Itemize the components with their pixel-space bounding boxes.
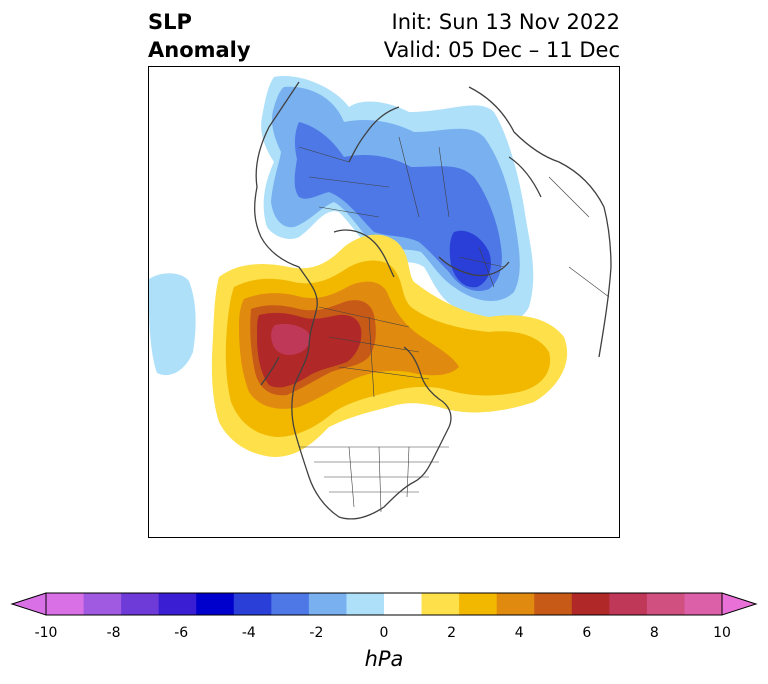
negative-anomaly-6hpa bbox=[449, 230, 491, 288]
colorbar-segment bbox=[308, 593, 347, 615]
colorbar-tick-label: 8 bbox=[649, 625, 659, 641]
colorbar-segment bbox=[384, 593, 423, 615]
colorbar-segment bbox=[271, 593, 310, 615]
colorbar-outline bbox=[45, 592, 723, 616]
colorbar-segment bbox=[534, 593, 573, 615]
colorbar-tick-label: 10 bbox=[713, 625, 731, 641]
colorbar-tick-label: -10 bbox=[34, 625, 58, 641]
colorbar-segment bbox=[158, 593, 197, 615]
valid-period: Valid: 05 Dec – 11 Dec bbox=[383, 38, 620, 62]
colorbar-segments bbox=[46, 593, 723, 615]
colorbar-segment bbox=[646, 593, 685, 615]
colorbar-units: hPa bbox=[364, 647, 404, 671]
colorbar-segment bbox=[459, 593, 498, 615]
colorbar-segment bbox=[346, 593, 385, 615]
slp-anomaly-map bbox=[149, 76, 612, 520]
colorbar-segment bbox=[609, 593, 648, 615]
colorbar-tick-label: -2 bbox=[309, 625, 324, 641]
colorbar-segment bbox=[196, 593, 235, 615]
negative-anomaly-west bbox=[149, 273, 196, 376]
colorbar-tick-label: 2 bbox=[447, 625, 457, 641]
colorbar-segment bbox=[421, 593, 460, 615]
colorbar-extend-max bbox=[721, 592, 758, 616]
colorbar-tick-label: -8 bbox=[106, 625, 121, 641]
colorbar-segment bbox=[496, 593, 535, 615]
title-line-1: SLP bbox=[148, 10, 192, 34]
colorbar-tick-label: -4 bbox=[241, 625, 256, 641]
colorbar-segment bbox=[121, 593, 160, 615]
colorbar-segment bbox=[571, 593, 610, 615]
colorbar-segment bbox=[46, 593, 85, 615]
colorbar bbox=[10, 592, 758, 616]
map-panel bbox=[148, 66, 620, 538]
colorbar-tick-label: 6 bbox=[582, 625, 592, 641]
chart-title: SLP Anomaly bbox=[148, 8, 251, 64]
init-time: Init: Sun 13 Nov 2022 bbox=[391, 10, 620, 34]
colorbar-segment bbox=[233, 593, 272, 615]
coastlines bbox=[254, 81, 612, 520]
colorbar-extend-min bbox=[10, 592, 47, 616]
run-info: Init: Sun 13 Nov 2022 Valid: 05 Dec – 11… bbox=[384, 8, 620, 64]
colorbar-tick-label: 0 bbox=[379, 625, 389, 641]
colorbar-segment bbox=[83, 593, 122, 615]
positive-anomaly-10hpa bbox=[271, 323, 310, 355]
colorbar-tick-label: 4 bbox=[514, 625, 524, 641]
political-borders bbox=[298, 136, 610, 513]
colorbar-segment bbox=[684, 593, 723, 615]
title-line-2: Anomaly bbox=[148, 38, 251, 62]
colorbar-tick-label: -6 bbox=[174, 625, 189, 641]
